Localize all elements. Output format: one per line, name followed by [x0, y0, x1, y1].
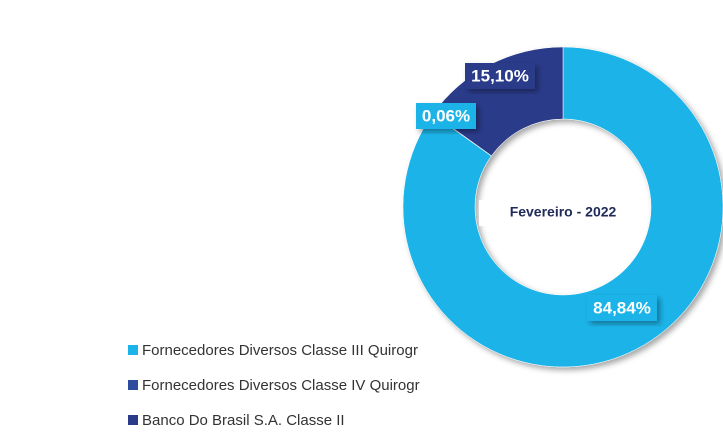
value-label-box [416, 103, 476, 129]
value-label-box [587, 295, 657, 321]
legend-swatch [128, 345, 138, 355]
value-label: 0,06% [422, 106, 470, 125]
legend-label: Fornecedores Diversos Classe IV Quirogr [142, 377, 420, 394]
value-label: 15,10% [471, 66, 529, 85]
value-label-box [465, 63, 535, 89]
legend-label: Banco Do Brasil S.A. Classe II [142, 412, 345, 429]
value-label: 84,84% [593, 298, 651, 317]
center-label-box [479, 200, 647, 226]
legend-label: Fornecedores Diversos Classe III Quirogr [142, 342, 418, 359]
legend-swatch [128, 415, 138, 425]
center-label: Fevereiro - 2022 [510, 204, 617, 220]
legend-swatch [128, 380, 138, 390]
